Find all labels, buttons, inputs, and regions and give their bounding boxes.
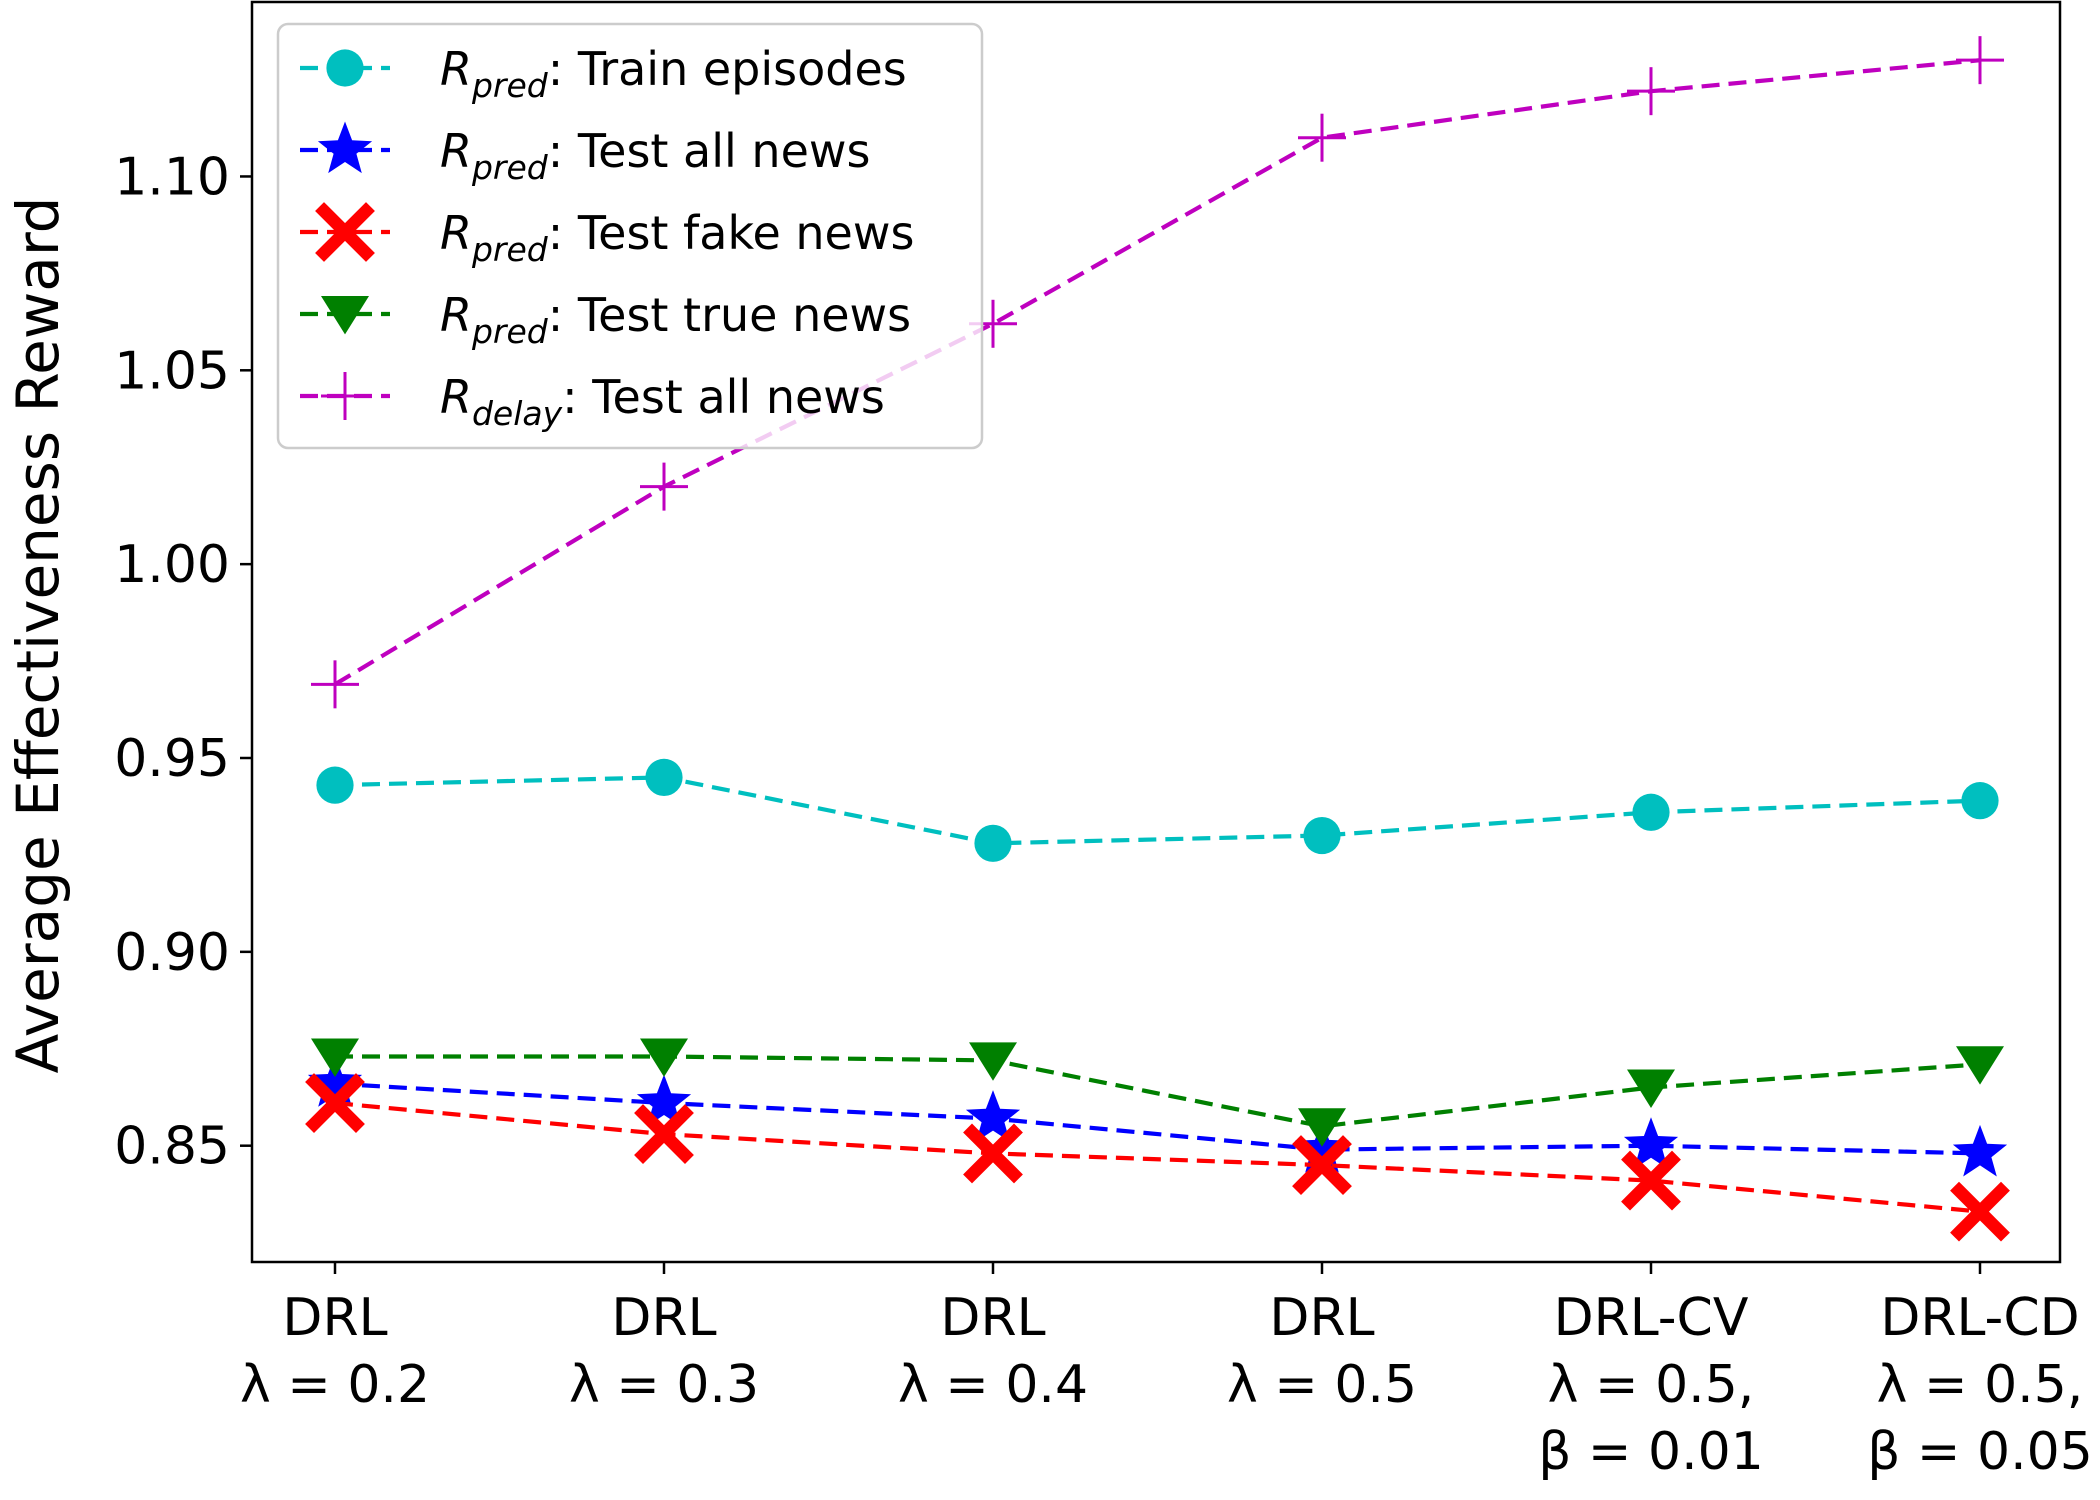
legend-marker xyxy=(315,202,375,262)
x-tick-label: DRL-CD λ = 0.5, β = 0.05 xyxy=(1867,1288,2093,1482)
data-point xyxy=(316,766,354,804)
legend-label: Rpred: Test true news xyxy=(440,288,911,351)
y-tick-label: 1.05 xyxy=(114,341,230,401)
data-point xyxy=(1292,1135,1352,1195)
data-point xyxy=(1956,1046,2004,1085)
data-point xyxy=(1961,782,1999,820)
y-tick-label: 0.85 xyxy=(114,1117,230,1177)
legend-box xyxy=(276,22,984,450)
x-tick-label: DRL λ = 0.5 xyxy=(1227,1288,1417,1415)
series-3 xyxy=(311,1038,2004,1147)
legend-marker xyxy=(317,121,373,174)
plot-area xyxy=(305,36,2010,1242)
data-point xyxy=(305,1073,365,1133)
x-tick-label-line: λ = 0.5, xyxy=(1877,1355,2084,1415)
series-1 xyxy=(307,1055,2008,1177)
data-point xyxy=(963,1123,1023,1184)
data-point xyxy=(974,824,1012,862)
data-point xyxy=(634,1104,694,1164)
data-point xyxy=(307,1055,363,1107)
data-point xyxy=(1956,36,2004,85)
legend-label: Rdelay: Test all news xyxy=(440,370,885,433)
data-point xyxy=(636,1074,692,1127)
x-tick-label-line: DRL-CV xyxy=(1554,1288,1749,1348)
legend-marker xyxy=(321,296,369,335)
x-tick-label-line: DRL xyxy=(282,1288,387,1348)
x-tick-label-line: λ = 0.4 xyxy=(898,1355,1088,1415)
x-tick-label-line: β = 0.01 xyxy=(1538,1422,1764,1482)
data-point xyxy=(965,1090,1021,1142)
y-tick-label: 0.90 xyxy=(114,923,230,983)
legend-item: Rpred: Test true news xyxy=(300,288,911,351)
data-point xyxy=(645,758,683,796)
x-tick-label: DRL λ = 0.2 xyxy=(240,1288,430,1415)
legend-item: Rpred: Test fake news xyxy=(300,202,914,269)
legend-item: Rpred: Test all news xyxy=(300,121,870,187)
data-point xyxy=(1623,1117,1679,1169)
series-0 xyxy=(316,758,1999,862)
plot-frame xyxy=(250,0,2062,1264)
x-tick-label-line: DRL xyxy=(940,1288,1045,1348)
data-point xyxy=(311,1038,359,1077)
x-tick-label-line: λ = 0.3 xyxy=(569,1355,759,1415)
x-tick-label-line: DRL xyxy=(611,1288,716,1348)
data-point xyxy=(1621,1150,1681,1211)
series-4 xyxy=(311,36,2004,709)
data-point xyxy=(640,462,688,511)
data-point xyxy=(640,1038,688,1077)
series-2 xyxy=(305,1073,2010,1242)
legend-item: Rdelay: Test all news xyxy=(300,370,885,433)
legend-label: Rpred: Test fake news xyxy=(440,206,914,269)
x-tick-label-line: λ = 0.5 xyxy=(1227,1355,1417,1415)
x-tick-label: DRL-CV λ = 0.5, β = 0.01 xyxy=(1538,1288,1764,1482)
series-line xyxy=(335,1054,1981,1129)
legend-label: Rpred: Train episodes xyxy=(440,42,907,105)
data-point xyxy=(311,660,359,709)
series-line xyxy=(334,1100,1981,1214)
y-tick-label: 0.95 xyxy=(114,729,230,789)
data-point xyxy=(1952,1124,2008,1177)
data-point xyxy=(1303,816,1341,855)
y-tick-label: 1.10 xyxy=(114,147,230,207)
legend-item: Rpred: Train episodes xyxy=(300,42,907,105)
x-tick-label: DRL λ = 0.4 xyxy=(898,1288,1088,1415)
data-point xyxy=(969,1042,1017,1081)
series-line xyxy=(333,58,1981,687)
legend-marker xyxy=(321,372,369,420)
x-tick-label-line: λ = 0.2 xyxy=(240,1355,430,1415)
series-line xyxy=(334,775,1981,846)
data-point xyxy=(1298,1108,1346,1147)
series-line xyxy=(334,1081,1981,1156)
axes: 0.85 0.90 0.95 1.00 1.05 1.10 DRL λ = 0.2 DRL λ =… xyxy=(114,0,2093,1482)
y-tick-label: 1.00 xyxy=(114,535,230,595)
legend-marker xyxy=(326,49,364,87)
data-point xyxy=(1627,1069,1675,1108)
data-point xyxy=(1294,1121,1350,1173)
data-point xyxy=(1632,793,1670,831)
y-axis-label: Average Effectiveness Reward xyxy=(4,197,72,1074)
x-tick-label-line: DRL-CD xyxy=(1880,1288,2079,1348)
data-point xyxy=(1298,113,1346,162)
x-tick-label: DRL λ = 0.3 xyxy=(569,1288,759,1415)
x-tick-label-line: λ = 0.5, xyxy=(1548,1355,1755,1415)
data-point xyxy=(1627,67,1675,116)
legend-label: Rpred: Test all news xyxy=(440,124,870,187)
data-point xyxy=(1950,1181,2010,1242)
x-tick-label-line: DRL xyxy=(1269,1288,1374,1348)
legend: Rpred: Train episodes Rpred: Test all new… xyxy=(276,22,984,450)
x-tick-label-line: β = 0.05 xyxy=(1867,1422,2093,1482)
